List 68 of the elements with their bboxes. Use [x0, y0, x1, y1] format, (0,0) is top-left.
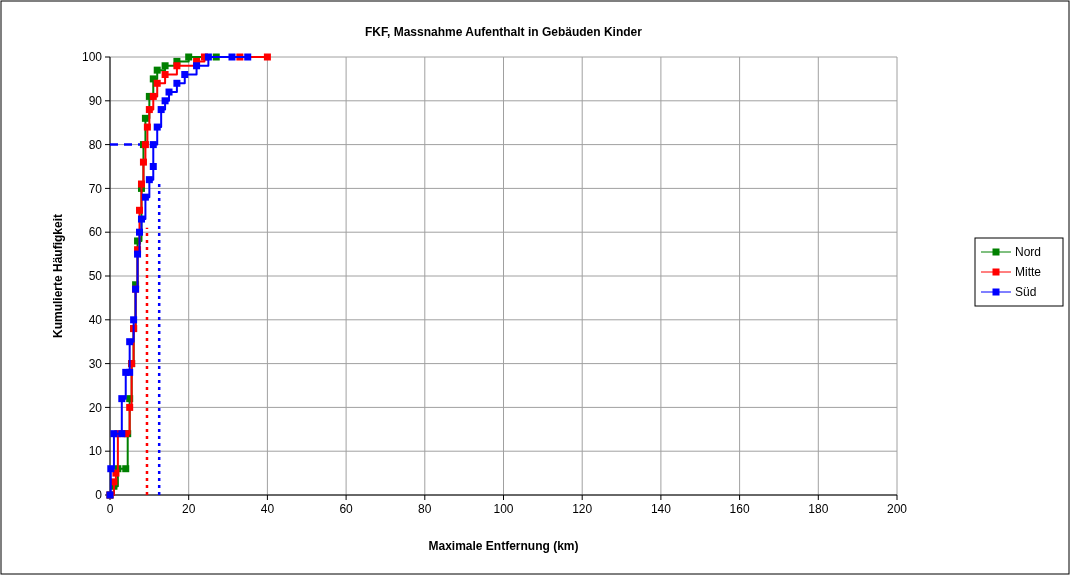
point — [149, 141, 157, 149]
y-tick-label: 10 — [88, 444, 103, 459]
x-tick-label: 80 — [418, 502, 432, 516]
x-tick-label: 0 — [106, 502, 114, 516]
point — [136, 206, 144, 214]
y-tick-label: 20 — [88, 400, 103, 415]
y-tick-label: 40 — [88, 313, 103, 327]
point — [126, 403, 134, 411]
point — [141, 193, 149, 201]
point — [122, 465, 130, 473]
legend-label: Süd — [1015, 285, 1037, 300]
point — [153, 123, 161, 131]
point — [136, 228, 144, 236]
point — [173, 62, 181, 70]
y-axis-title: Kumulierte Häufigkeit — [51, 213, 65, 339]
point — [185, 53, 193, 61]
point — [130, 316, 138, 324]
y-tick-label: 0 — [95, 488, 103, 503]
x-tick-label: 140 — [650, 502, 672, 516]
point — [153, 66, 161, 74]
y-tick-label: 90 — [88, 94, 103, 108]
x-tick-label: 20 — [182, 502, 196, 516]
point — [137, 180, 145, 188]
point — [118, 395, 126, 403]
point — [137, 215, 145, 223]
y-tick-label: 100 — [81, 50, 103, 65]
x-tick-label: 40 — [260, 502, 275, 516]
point — [165, 88, 173, 96]
chart-title: FKF, Massnahme Aufenthalt in Gebäuden Kinder — [365, 25, 643, 39]
point — [181, 71, 189, 79]
point — [110, 430, 118, 438]
point — [157, 106, 165, 114]
point — [149, 92, 157, 100]
point — [149, 163, 157, 170]
point — [126, 338, 134, 346]
point — [126, 368, 134, 376]
x-tick-label: 180 — [808, 502, 829, 516]
y-tick-label: 60 — [88, 225, 103, 240]
point — [143, 123, 151, 131]
point — [139, 158, 147, 166]
point — [228, 53, 236, 61]
point — [145, 106, 153, 114]
y-tick-label: 80 — [88, 137, 103, 152]
legend-label: Nord — [1015, 245, 1042, 260]
x-tick-label: 160 — [729, 502, 750, 516]
legend-label: Mitte — [1015, 265, 1042, 280]
y-tick-label: 70 — [88, 181, 103, 196]
x-tick-label: 60 — [339, 502, 354, 516]
x-tick-label: 100 — [493, 502, 514, 516]
point — [193, 62, 201, 70]
point — [161, 62, 169, 70]
point — [173, 79, 181, 87]
point — [118, 430, 126, 438]
point — [244, 53, 252, 61]
point — [107, 465, 115, 473]
point — [145, 176, 153, 184]
y-tick-label: 30 — [88, 356, 103, 371]
point — [263, 53, 271, 61]
point — [153, 79, 161, 87]
y-tick-label: 50 — [88, 269, 103, 284]
point — [112, 469, 120, 477]
x-tick-label: 120 — [572, 502, 593, 516]
x-axis-title: Maximale Entfernung (km) — [428, 539, 579, 553]
x-tick-label: 200 — [886, 502, 908, 516]
point — [161, 97, 169, 105]
point — [204, 53, 212, 61]
point — [134, 250, 142, 258]
point — [161, 71, 169, 79]
